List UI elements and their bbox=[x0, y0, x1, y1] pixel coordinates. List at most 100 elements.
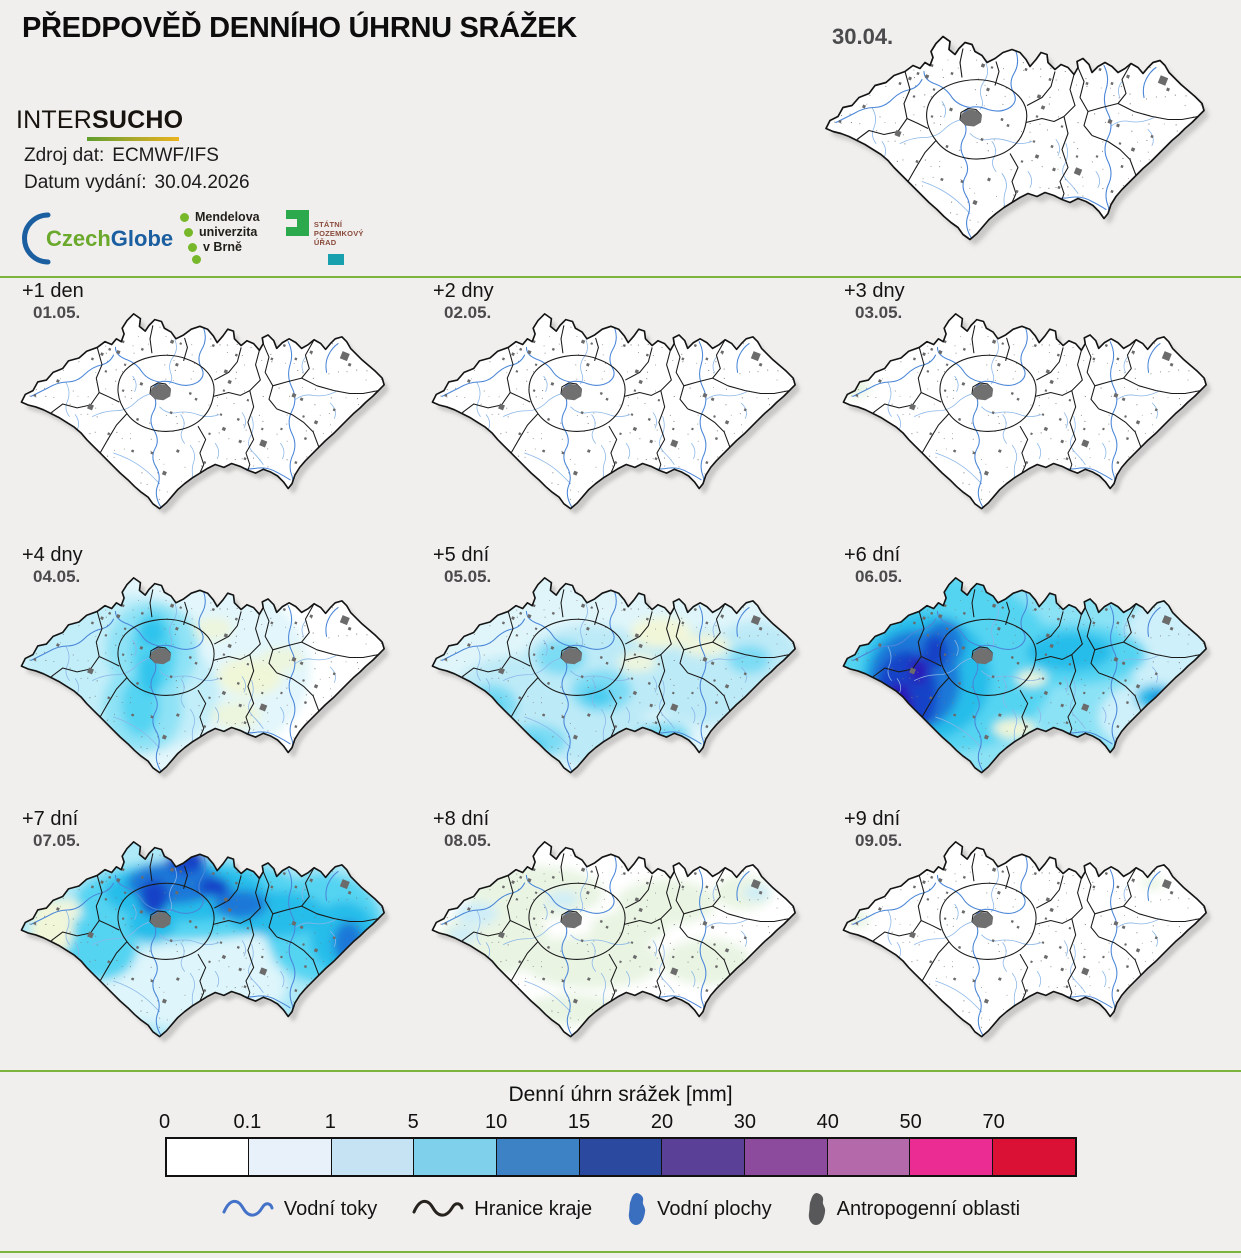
panel-date-label: 05.05. bbox=[444, 567, 492, 586]
forecast-map bbox=[830, 556, 1233, 806]
forecast-map bbox=[8, 292, 411, 542]
mendel-dot-icon bbox=[180, 213, 189, 222]
legend-item-label: Hranice kraje bbox=[474, 1197, 593, 1220]
forecast-panel: +9 dní 09.05. bbox=[830, 806, 1233, 1070]
mendel-line2: univerzita bbox=[199, 225, 258, 239]
source-label: Zdroj dat: bbox=[24, 145, 105, 166]
panel-date-label: 07.05. bbox=[33, 831, 81, 850]
forecast-panel: +1 den 01.05. bbox=[8, 278, 411, 542]
panel-date-label: 08.05. bbox=[444, 831, 492, 850]
header: PŘEDPOVĚĎ DENNÍHO ÚHRNU SRÁŽEK INTERSUCH… bbox=[0, 0, 1241, 278]
czechglobe-czech: Czech bbox=[46, 226, 111, 251]
panel-offset-label: +7 dní bbox=[22, 808, 79, 830]
page-title: PŘEDPOVĚĎ DENNÍHO ÚHRNU SRÁŽEK bbox=[22, 12, 577, 44]
legend-item-anthropogenic: Antropogenní oblasti bbox=[806, 1192, 1020, 1226]
color-scale-tick: 10 bbox=[485, 1111, 508, 1133]
brand-sucho: SUCHO bbox=[92, 106, 184, 134]
mendel-line1: Mendelova bbox=[195, 210, 260, 224]
brand-inter: INTER bbox=[16, 106, 92, 134]
legend-item-label: Vodní plochy bbox=[657, 1197, 772, 1220]
color-scale-swatch bbox=[827, 1139, 911, 1175]
color-scale-swatch bbox=[579, 1139, 663, 1175]
legend-item-region-border: Hranice kraje bbox=[411, 1197, 592, 1221]
color-scale-swatch bbox=[249, 1139, 332, 1175]
region-border-line-icon bbox=[412, 1199, 464, 1217]
legend-item-rivers: Vodní toky bbox=[221, 1197, 377, 1221]
panel-date-label: 09.05. bbox=[855, 831, 903, 850]
panel-offset-label: +8 dní bbox=[433, 808, 490, 830]
mendel-dot-icon bbox=[188, 243, 197, 252]
color-scale-swatch bbox=[744, 1139, 828, 1175]
color-scale-ticks: 0 0.1 1 5 10 15 20 30 40 50 70 bbox=[159, 1111, 1077, 1137]
forecast-map bbox=[419, 556, 822, 806]
panel-offset-label: +5 dní bbox=[433, 544, 490, 566]
forecast-panel: +7 dní 07.05. bbox=[8, 806, 411, 1070]
color-scale-tick: 0.1 bbox=[233, 1111, 262, 1133]
czechglobe-arc-icon bbox=[22, 212, 51, 265]
color-scale-bar bbox=[164, 1137, 1077, 1177]
forecast-map bbox=[419, 292, 822, 542]
mendel-line3: v Brně bbox=[203, 240, 242, 254]
legend-divider-bottom bbox=[0, 1251, 1241, 1253]
forecast-grid: +1 den 01.05. +2 dny 02.05. +3 dny 03.05. +… bbox=[0, 278, 1241, 1070]
forecast-panel: +8 dní 08.05. bbox=[419, 806, 822, 1070]
color-scale-tick: 1 bbox=[324, 1111, 336, 1133]
source-value: ECMWF/IFS bbox=[112, 145, 219, 166]
color-scale-swatch bbox=[662, 1139, 745, 1175]
panel-offset-label: +1 den bbox=[22, 280, 84, 302]
spu-teal-icon bbox=[327, 254, 344, 265]
color-scale-tick: 15 bbox=[567, 1111, 591, 1133]
forecast-panel: +5 dní 05.05. bbox=[419, 542, 822, 806]
symbol-legend: Vodní toky Hranice kraje Vodní plochy An… bbox=[0, 1192, 1241, 1226]
forecast-panel: +3 dny 03.05. bbox=[830, 278, 1233, 542]
color-scale-swatch bbox=[497, 1139, 580, 1175]
base-map bbox=[812, 20, 1232, 268]
legend: Denní úhrn srážek [mm] 0 0.1 1 5 10 15 20 30 40 5… bbox=[0, 1070, 1241, 1258]
color-scale-tick: 20 bbox=[650, 1111, 674, 1133]
color-scale-tick: 70 bbox=[982, 1111, 1005, 1133]
color-scale-swatch bbox=[331, 1139, 415, 1175]
base-map-date-label: 30.04. bbox=[832, 24, 894, 49]
color-scale-tick: 50 bbox=[899, 1111, 922, 1133]
forecast-map bbox=[8, 556, 411, 806]
color-scale-swatch bbox=[910, 1139, 993, 1175]
spu-square-icon bbox=[285, 210, 309, 236]
forecast-panel: +4 dny 04.05. bbox=[8, 542, 411, 806]
panel-offset-label: +9 dní bbox=[844, 808, 901, 830]
spu-logo: STÁTNÍ POZEMKOVÝ ÚŘAD bbox=[285, 210, 364, 266]
color-scale-tick: 30 bbox=[733, 1111, 756, 1133]
anthropogenic-area-icon bbox=[808, 1193, 825, 1225]
forecast-map bbox=[830, 292, 1233, 542]
color-scale-tick: 40 bbox=[816, 1111, 839, 1133]
panel-offset-label: +4 dny bbox=[22, 544, 83, 566]
color-scale-tick: 0 bbox=[158, 1111, 171, 1133]
issue-date-label: Datum vydání: bbox=[24, 172, 147, 193]
panel-offset-label: +2 dny bbox=[433, 280, 494, 302]
legend-title: Denní úhrn srážek [mm] bbox=[508, 1083, 733, 1106]
panel-date-label: 06.05. bbox=[855, 567, 903, 586]
forecast-map bbox=[419, 820, 822, 1070]
color-scale-swatch bbox=[166, 1139, 250, 1175]
river-line-icon bbox=[222, 1199, 274, 1217]
water-body-icon bbox=[628, 1193, 646, 1225]
panel-offset-label: +6 dní bbox=[844, 544, 901, 566]
panel-date-label: 01.05. bbox=[33, 303, 81, 322]
panel-date-label: 03.05. bbox=[855, 303, 903, 322]
legend-divider-top bbox=[0, 1070, 1241, 1072]
legend-item-water-bodies: Vodní plochy bbox=[626, 1192, 772, 1226]
issue-date-value: 30.04.2026 bbox=[154, 172, 250, 193]
metadata-block: Zdroj dat: ECMWF/IFS Datum vydání: 30.04.2… bbox=[24, 142, 258, 196]
forecast-map bbox=[8, 820, 411, 1070]
czechglobe-logo: CzechGlobe bbox=[22, 210, 173, 268]
forecast-panel: +6 dní 06.05. bbox=[830, 542, 1233, 806]
color-scale: 0 0.1 1 5 10 15 20 30 40 50 70 bbox=[159, 1111, 1077, 1177]
intersucho-logo: INTERSUCHO bbox=[16, 106, 184, 141]
legend-item-label: Antropogenní oblasti bbox=[836, 1197, 1021, 1220]
mendel-dot-icon bbox=[192, 255, 201, 264]
spu-line3: ÚŘAD bbox=[313, 238, 337, 247]
panel-offset-label: +3 dny bbox=[844, 280, 905, 302]
partner-logos: CzechGlobe Mendelova univerzita v Brně S… bbox=[22, 210, 364, 268]
forecast-panel: +2 dny 02.05. bbox=[419, 278, 822, 542]
legend-item-label: Vodní toky bbox=[283, 1197, 378, 1220]
panel-date-label: 02.05. bbox=[444, 303, 492, 322]
